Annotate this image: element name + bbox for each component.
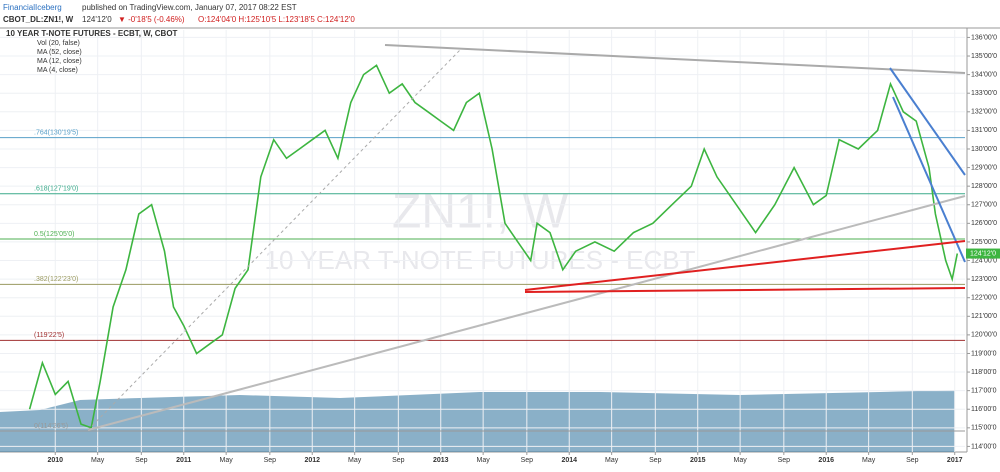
y-tick-label: 133'00'0 <box>971 90 997 97</box>
watermark: ZN1!, W <box>392 186 569 239</box>
y-tick-label: 125'00'0 <box>971 239 997 246</box>
x-tick-label: May <box>862 457 876 464</box>
x-tick-label: Sep <box>135 457 148 464</box>
x-tick-label: Sep <box>906 457 919 464</box>
last-price-label: 124'12'0 <box>970 250 996 257</box>
x-tick-label: 2011 <box>176 457 191 464</box>
chart-title: 10 YEAR T-NOTE FUTURES - ECBT, W, CBOT <box>6 29 178 38</box>
y-tick-label: 122'00'0 <box>971 295 997 302</box>
change: ▼ -0'18'5 (-0.46%) <box>118 15 185 24</box>
indicator-legend: MA (12, close) <box>37 58 82 65</box>
y-tick-label: 121'00'0 <box>971 313 997 320</box>
x-tick-label: Sep <box>649 457 662 464</box>
fib-label: 0(114'26'5) <box>34 423 68 430</box>
y-tick-label: 115'00'0 <box>971 425 997 432</box>
watermark-sub: 10 YEAR T-NOTE FUTURES - ECBT <box>264 245 695 275</box>
trendline <box>524 287 966 293</box>
x-tick-label: May <box>605 457 619 464</box>
trendline <box>87 49 461 431</box>
trendline <box>87 195 966 431</box>
y-tick-label: 132'00'0 <box>971 109 997 116</box>
y-tick-label: 123'00'0 <box>971 276 997 283</box>
volume-area <box>0 390 955 452</box>
y-tick-label: 118'00'0 <box>971 369 997 376</box>
y-tick-label: 117'00'0 <box>971 387 997 394</box>
y-tick-label: 129'00'0 <box>971 164 997 171</box>
y-tick-label: 128'00'0 <box>971 183 997 190</box>
x-tick-label: May <box>348 457 362 464</box>
x-tick-label: 2012 <box>304 457 320 464</box>
x-tick-label: Sep <box>264 457 277 464</box>
x-tick-label: 2017 <box>947 457 963 464</box>
y-tick-label: 134'00'0 <box>971 71 997 78</box>
indicator-legend: Vol (20, false) <box>37 40 80 47</box>
indicator-legend: MA (4, close) <box>37 67 78 74</box>
x-tick-label: Sep <box>521 457 534 464</box>
y-tick-label: 119'00'0 <box>971 350 997 357</box>
x-tick-label: Sep <box>392 457 405 464</box>
last-price-box <box>966 248 1000 259</box>
x-tick-label: Sep <box>778 457 791 464</box>
x-tick-label: May <box>477 457 491 464</box>
last: 124'12'0 <box>82 15 112 24</box>
x-tick-label: 2013 <box>433 457 449 464</box>
fib-label: (119'22'5) <box>34 332 64 339</box>
fib-label: 0.5(125'05'0) <box>34 231 74 238</box>
y-tick-label: 127'00'0 <box>971 202 997 209</box>
x-tick-label: 2010 <box>47 457 63 464</box>
published: published on TradingView.com, January 07… <box>82 3 297 12</box>
trendline <box>524 240 966 291</box>
y-tick-label: 116'00'0 <box>971 406 997 413</box>
author[interactable]: FinancialIceberg <box>3 3 62 12</box>
trendline <box>892 96 966 263</box>
trendline <box>384 44 966 74</box>
x-tick-label: May <box>91 457 105 464</box>
y-tick-label: 130'00'0 <box>971 146 997 153</box>
indicator-legend: MA (52, close) <box>37 49 82 56</box>
x-tick-label: 2015 <box>690 457 706 464</box>
y-tick-label: 131'00'0 <box>971 127 997 134</box>
fib-label: .764(130'19'5) <box>34 130 78 137</box>
price-line <box>28 64 959 429</box>
x-tick-label: 2014 <box>561 457 577 464</box>
y-tick-label: 135'00'0 <box>971 53 997 60</box>
trendline <box>889 67 966 176</box>
y-tick-label: 120'00'0 <box>971 332 997 339</box>
y-tick-label: 126'00'0 <box>971 220 997 227</box>
fib-label: .382(122'23'0) <box>34 276 78 283</box>
symbol: CBOT_DL:ZN1!, W <box>3 15 74 24</box>
x-tick-label: May <box>734 457 748 464</box>
y-tick-label: 114'00'0 <box>971 443 997 450</box>
x-tick-label: May <box>220 457 234 464</box>
x-tick-label: 2016 <box>818 457 834 464</box>
fib-label: .618(127'19'0) <box>34 186 78 193</box>
ohlc: O:124'04'0 H:125'10'5 L:123'18'5 C:124'1… <box>198 15 355 24</box>
y-tick-label: 136'00'0 <box>971 34 997 41</box>
y-tick-label: 124'00'0 <box>971 257 997 264</box>
